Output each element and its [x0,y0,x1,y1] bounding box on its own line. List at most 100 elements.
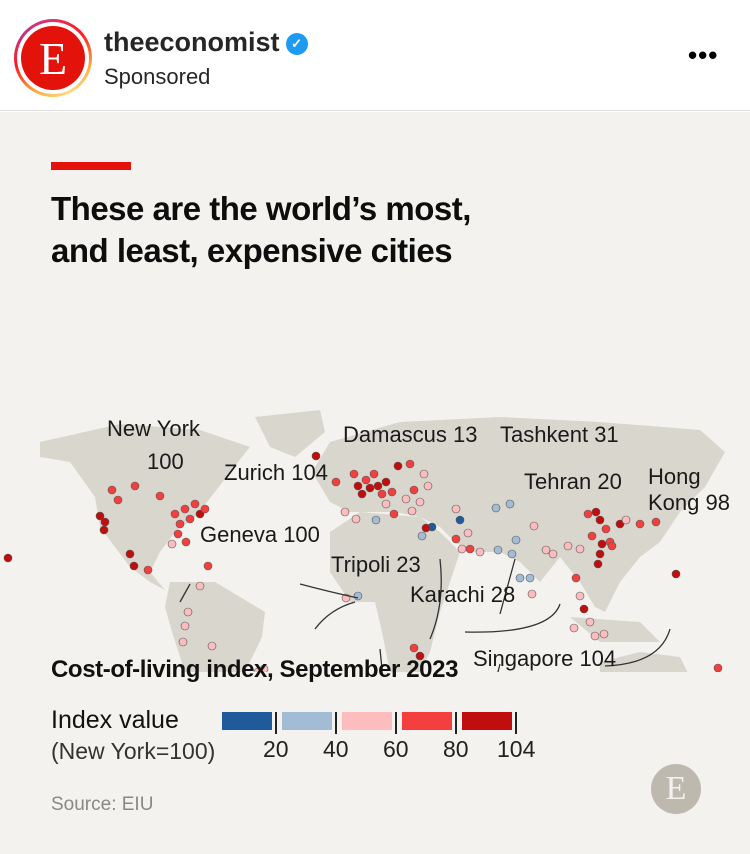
city-dot [107,485,117,495]
city-dot [381,477,391,487]
city-dot [525,573,535,583]
city-label-tehran: Tehran 20 [524,469,622,494]
city-labels: New York 100 Zurich 104 Geneva 100 Damas… [107,416,730,671]
city-value-new-york: 100 [147,449,184,474]
city-label-karachi: Karachi 28 [410,582,515,607]
city-dot [389,509,399,519]
city-dot [713,663,723,672]
city-dot [207,641,217,651]
avatar[interactable]: E [14,19,92,97]
infographic-title: These are the world’s most, and least, ex… [51,190,471,269]
city-label-damascus: Damascus 13 [343,422,478,447]
city-dot [125,549,135,559]
city-dot [583,509,593,519]
city-dot [563,541,573,551]
legend-tick-label: 20 [263,736,289,762]
city-dot [548,549,558,559]
source-note: Source: EIU [51,794,154,815]
city-dot [357,489,367,499]
city-dot [393,461,403,471]
legend-tick-label: 40 [323,736,349,762]
city-dot [463,528,473,538]
city-dot [185,514,195,524]
city-dot [541,545,551,555]
username-link[interactable]: theeconomist ✓ [104,27,308,58]
eurasia [312,417,725,612]
city-dot [415,651,425,661]
city-dot [155,491,165,501]
city-dot [597,539,607,549]
city-dot [203,561,213,571]
legend-tick [395,712,397,734]
city-dot [419,469,429,479]
city-label-geneva: Geneva 100 [200,522,320,547]
city-dot [143,565,153,575]
city-dot [595,549,605,559]
city-dot [113,495,123,505]
city-dot [635,519,645,529]
city-dot [373,481,383,491]
city-dot [590,631,600,641]
post-header: E theeconomist ✓ Sponsored ••• [0,0,750,111]
city-dot [475,547,485,557]
city-dot [527,589,537,599]
city-dot [178,637,188,647]
city-dot [591,507,601,517]
city-dot [200,504,210,514]
city-dot [417,531,427,541]
legend-title: Index value [51,706,179,734]
city-dot [331,477,341,487]
city-dot [593,559,603,569]
legend-swatch [402,712,452,730]
city-dot [99,525,109,535]
city-dot [515,573,525,583]
city-dot [575,591,585,601]
city-dot [387,487,397,497]
more-horizontal-icon[interactable]: ••• [688,40,719,70]
city-dot [371,515,381,525]
city-dot [369,469,379,479]
city-dot [621,515,631,525]
city-dot [465,544,475,554]
legend-swatch [282,712,332,730]
city-dot [180,621,190,631]
city-dot [491,503,501,513]
city-dot [595,515,605,525]
legend-swatch [222,712,272,730]
city-dot [671,569,681,579]
economist-logo: E [651,764,701,814]
verified-badge-icon: ✓ [285,33,308,55]
north-america [40,424,250,590]
city-dot [100,517,110,527]
city-dot [195,581,205,591]
city-dot [571,573,581,583]
city-dot [353,481,363,491]
city-dot [511,535,521,545]
city-dot [181,537,191,547]
city-dot [415,497,425,507]
legend-note: (New York=100) [51,738,216,764]
city-dot [423,481,433,491]
city-dot [451,504,461,514]
city-dot [615,519,625,529]
legend-tick [515,712,517,734]
city-dot [585,617,595,627]
city-dot [183,607,193,617]
africa [330,512,460,672]
city-dot [505,499,515,509]
city-dot [601,524,611,534]
city-dot [569,623,579,633]
city-label-tripoli: Tripoli 23 [331,552,421,577]
city-dot [421,523,431,533]
chart-subtitle: Cost-of-living index, September 2023 [51,656,459,683]
city-dot [587,531,597,541]
city-dot [351,514,361,524]
legend-swatch [462,712,512,730]
city-dot [529,521,539,531]
city-dot [3,553,13,563]
city-label-new-york: New York [107,416,201,441]
city-dot [173,529,183,539]
city-dot [130,481,140,491]
city-dot [599,629,609,639]
red-accent-bar [51,162,131,170]
